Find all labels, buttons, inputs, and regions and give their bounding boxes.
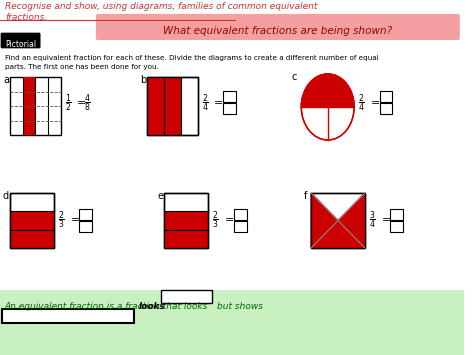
Bar — [79, 220, 92, 231]
Polygon shape — [301, 74, 328, 107]
Polygon shape — [311, 193, 338, 248]
Bar — [10, 77, 61, 135]
Text: $\frac{2}{4}$: $\frac{2}{4}$ — [201, 92, 209, 114]
Text: What equivalent fractions are being shown?: What equivalent fractions are being show… — [163, 26, 392, 36]
Bar — [234, 220, 246, 231]
Bar — [147, 77, 164, 135]
Text: An equivalent fraction is a fraction that looks: An equivalent fraction is a fraction tha… — [5, 302, 208, 311]
Bar — [164, 211, 209, 248]
Text: d: d — [3, 191, 9, 201]
Text: fractions.: fractions. — [5, 13, 47, 22]
Text: =: = — [225, 215, 234, 225]
Bar — [10, 193, 54, 248]
Polygon shape — [328, 74, 354, 107]
Text: Recognise and show, using diagrams, families of common equivalent: Recognise and show, using diagrams, fami… — [5, 2, 317, 11]
FancyBboxPatch shape — [96, 14, 460, 40]
Bar — [164, 77, 181, 135]
Polygon shape — [311, 220, 365, 248]
Text: but shows: but shows — [217, 302, 263, 311]
Text: looks: looks — [139, 302, 166, 311]
Bar — [380, 91, 392, 102]
Bar — [0, 290, 464, 355]
Bar — [10, 193, 54, 248]
Bar — [10, 211, 54, 248]
Text: $\frac{4}{8}$: $\frac{4}{8}$ — [84, 92, 91, 114]
Polygon shape — [338, 193, 365, 248]
Bar — [22, 77, 35, 135]
Bar — [79, 208, 92, 219]
Text: $\frac{2}{3}$: $\frac{2}{3}$ — [58, 210, 64, 231]
Bar — [162, 290, 212, 303]
Text: parts. The first one has been done for you.: parts. The first one has been done for y… — [5, 64, 159, 70]
Bar — [147, 77, 198, 135]
Text: f: f — [304, 191, 308, 201]
Text: =: = — [214, 98, 224, 108]
Text: $\frac{1}{2}$: $\frac{1}{2}$ — [64, 92, 72, 114]
Text: a: a — [3, 75, 9, 85]
Text: Pictorial: Pictorial — [5, 40, 36, 49]
Text: $\frac{2}{3}$: $\frac{2}{3}$ — [212, 210, 219, 231]
Bar — [391, 208, 403, 219]
Bar — [234, 208, 246, 219]
Bar — [311, 193, 365, 248]
Text: b: b — [140, 75, 146, 85]
Text: e: e — [157, 191, 164, 201]
Text: =: = — [371, 98, 380, 108]
Text: =: = — [71, 215, 80, 225]
Bar — [2, 309, 134, 323]
Text: $\frac{2}{4}$: $\frac{2}{4}$ — [358, 92, 365, 114]
Text: Find an equivalent fraction for each of these. Divide the diagrams to create a d: Find an equivalent fraction for each of … — [5, 55, 379, 61]
Bar — [164, 193, 209, 248]
Text: c: c — [292, 72, 297, 82]
Text: $\frac{3}{4}$: $\frac{3}{4}$ — [369, 210, 376, 231]
Text: =: = — [77, 98, 87, 108]
Bar — [223, 103, 236, 114]
Bar — [223, 91, 236, 102]
Text: =: = — [382, 215, 391, 225]
Ellipse shape — [301, 74, 354, 140]
Bar — [391, 220, 403, 231]
Bar — [311, 193, 365, 248]
Bar — [147, 77, 198, 135]
Bar — [380, 103, 392, 114]
Bar — [164, 193, 209, 248]
FancyBboxPatch shape — [1, 33, 40, 48]
